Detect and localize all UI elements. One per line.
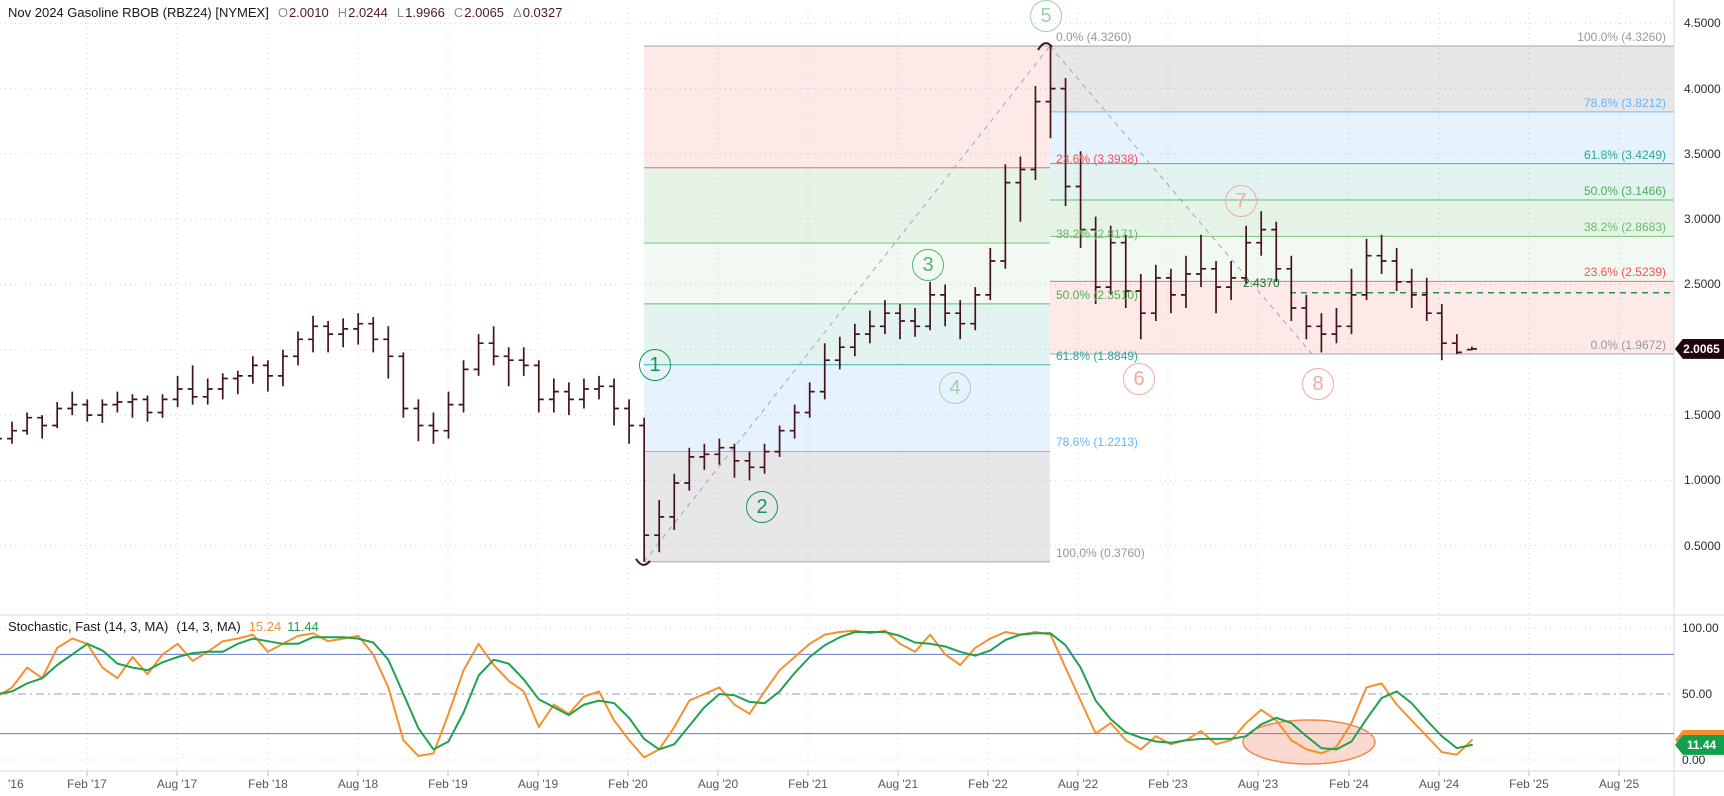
time-tick-label: Aug '24 [1418,777,1460,791]
wave-label-7[interactable]: 7 [1225,185,1257,217]
low-value: 1.9966 [405,5,445,20]
wave-label-8[interactable]: 8 [1302,368,1334,400]
ohlc-bars [0,46,1477,562]
wave-label-1[interactable]: 1 [639,349,671,381]
time-tick-label: Aug '22 [1057,777,1099,791]
time-tick-label: Feb '20 [608,777,648,791]
price-tick-label: 0.5000 [1684,538,1721,553]
fib-level-label[interactable]: 50.0% (2.3510) [1056,287,1139,302]
time-tick-label: Feb '18 [248,777,288,791]
time-tick-label: Aug '23 [1237,777,1279,791]
price-tick-label: 3.0000 [1684,212,1721,227]
time-tick-label: Feb '24 [1329,777,1369,791]
price-tick-label: 4.0000 [1684,81,1721,96]
time-tick-label: Feb '17 [67,777,107,791]
fib-level-label[interactable]: 61.8% (1.8849) [1056,348,1139,363]
fib-level-label[interactable]: 100.0% (4.3260) [1577,30,1666,44]
indicator-params: (14, 3, MA) [176,619,241,634]
wave-label-2[interactable]: 2 [746,491,778,523]
fib-level-label[interactable]: 61.8% (3.4249) [1583,147,1666,162]
fib-level-label[interactable]: 23.6% (3.3938) [1056,151,1139,166]
time-tick-label: Aug '21 [877,777,919,791]
high-label: H [337,5,348,20]
time-tick-label: Aug '19 [517,777,559,791]
change-label: Δ [513,5,522,20]
time-tick-label: Aug '18 [337,777,379,791]
time-tick-label: Aug '17 [156,777,198,791]
open-value: 2.0010 [288,5,329,20]
fib-level-label[interactable]: 78.6% (3.8212) [1583,95,1666,110]
fib-level-label[interactable]: 78.6% (1.2213) [1056,435,1139,450]
fib-level-label[interactable]: 100.0% (0.3760) [1056,545,1145,560]
time-tick-label: Feb '21 [788,777,828,791]
stoch-tick-label: 50.00 [1682,687,1713,701]
stochastic-legend[interactable]: Stochastic, Fast (14, 3, MA) (14, 3, MA) 1… [8,619,319,634]
fib-level-label[interactable]: 38.2% (2.8171) [1056,227,1139,242]
open-label: O [277,5,288,20]
price-level-label[interactable]: 2.4370 [1243,275,1280,290]
stoch-tick-label: 0.00 [1682,753,1706,767]
symbol-name: Nov 2024 Gasoline RBOB (RBZ24) [NYMEX] [8,5,269,20]
high-value: 2.0244 [348,5,388,20]
time-tick-label: Feb '19 [428,777,468,791]
stoch-k-value: 15.24 [248,619,282,634]
time-tick-label: Aug '20 [697,777,739,791]
fib-level-label[interactable]: 0.0% (4.3260) [1056,30,1132,44]
wave-label-3[interactable]: 3 [912,249,944,281]
symbol-legend[interactable]: Nov 2024 Gasoline RBOB (RBZ24) [NYMEX] O2… [8,5,562,20]
time-tick-label: '16 [8,777,24,791]
price-tick-label: 2.5000 [1684,277,1721,292]
stoch-k-line [0,629,1473,759]
time-tick-label: Aug '25 [1598,777,1640,791]
price-tick-label: 1.0000 [1684,473,1721,488]
time-tick-label: Feb '23 [1148,777,1188,791]
last-price-badge: 2.0065 [1675,338,1724,359]
close-label: C [453,5,464,20]
price-tick-label: 3.5000 [1684,146,1721,161]
stoch-tick-label: 100.00 [1682,621,1719,635]
oversold-highlight-ellipse [1242,719,1376,765]
time-tick-label: Feb '25 [1509,777,1549,791]
close-value: 2.0065 [464,5,505,20]
wave-label-5[interactable]: 5 [1030,0,1062,32]
fib-level-label[interactable]: 50.0% (3.1466) [1583,184,1666,199]
change-value: 0.0327 [522,5,563,20]
price-tick-label: 4.5000 [1684,16,1721,31]
fib-level-label[interactable]: 23.6% (2.5239) [1583,265,1666,280]
indicator-name: Stochastic, Fast (14, 3, MA) [8,619,169,634]
fib-level-label[interactable]: 0.0% (1.9672) [1590,338,1666,353]
price-tick-label: 1.5000 [1684,408,1721,423]
fib-level-label[interactable]: 38.2% (2.8683) [1583,220,1666,235]
stoch-d-value: 11.44 [287,619,319,634]
time-tick-label: Feb '22 [968,777,1008,791]
stoch-d-badge: 11.44 [1675,734,1724,755]
wave-label-6[interactable]: 6 [1123,363,1155,395]
stoch-d-line [0,631,1473,751]
low-label: L [396,5,405,20]
wave-label-4[interactable]: 4 [939,372,971,404]
